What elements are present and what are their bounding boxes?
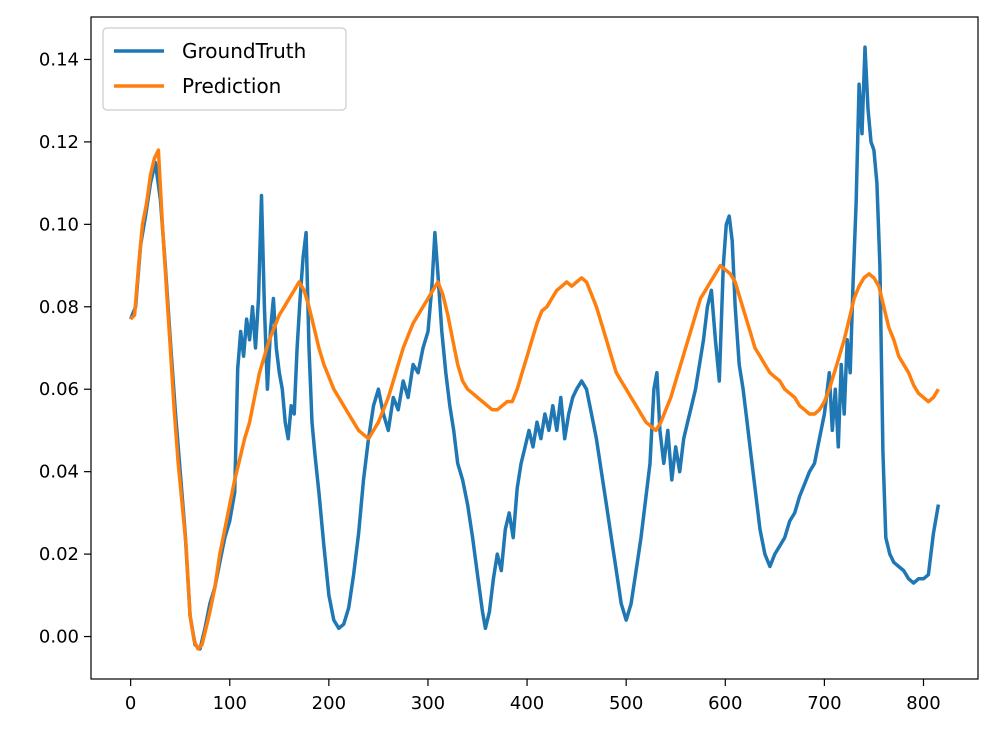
x-tick-label: 500	[609, 693, 643, 714]
x-axis: 0 100 200 300 400 500 600 700 800	[125, 679, 941, 714]
series-line-prediction	[129, 148, 940, 651]
x-tick-label: 700	[807, 693, 841, 714]
series-line-groundtruth	[128, 45, 941, 651]
y-axis: 0.00 0.02 0.04 0.06 0.08 0.10 0.12 0.14	[39, 49, 91, 648]
y-tick-label: 0.10	[39, 214, 79, 235]
legend-label-groundtruth: GroundTruth	[182, 39, 306, 63]
axes-frame	[90, 16, 979, 680]
legend-box	[102, 27, 347, 111]
x-tick-label: 800	[906, 693, 940, 714]
x-tick-label: 0	[125, 693, 136, 714]
x-tick-label: 200	[312, 693, 346, 714]
x-tick-label: 400	[510, 693, 544, 714]
y-tick-label: 0.02	[39, 544, 79, 565]
plot-area	[128, 45, 941, 651]
legend-label-prediction: Prediction	[182, 74, 281, 98]
x-tick-label: 100	[213, 693, 247, 714]
x-tick-label: 600	[708, 693, 742, 714]
y-tick-label: 0.14	[39, 49, 79, 70]
y-tick-label: 0.08	[39, 297, 79, 318]
x-tick-label: 300	[411, 693, 445, 714]
legend: GroundTruth Prediction	[102, 27, 347, 111]
y-tick-label: 0.12	[39, 132, 79, 153]
y-tick-label: 0.06	[39, 379, 79, 400]
y-tick-label: 0.04	[39, 462, 79, 483]
y-tick-label: 0.00	[39, 627, 79, 648]
